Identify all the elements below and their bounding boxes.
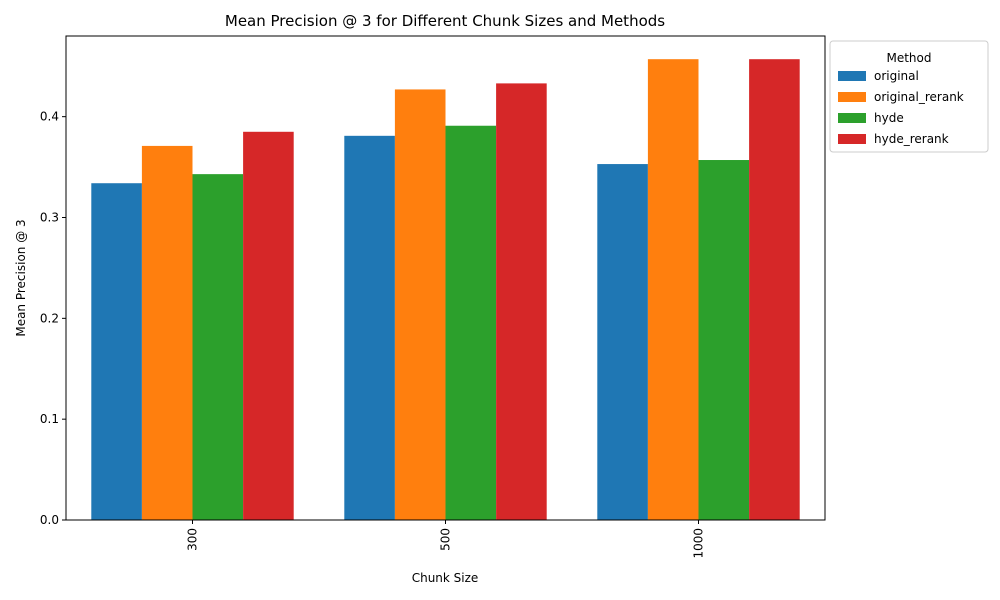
legend-swatch-original (838, 71, 866, 81)
bar-hyde-300 (192, 174, 244, 520)
x-tick-label: 500 (439, 528, 453, 551)
bar-hyde-1000 (698, 160, 750, 520)
bar-original_rerank-500 (394, 89, 446, 520)
x-axis-label: Chunk Size (412, 571, 479, 585)
bar-original-500 (344, 135, 395, 520)
y-tick-label: 0.1 (40, 412, 59, 426)
chart-title: Mean Precision @ 3 for Different Chunk S… (225, 12, 665, 30)
bar-original_rerank-1000 (647, 59, 699, 520)
y-axis: 0.0 0.1 0.2 0.3 0.4 (40, 110, 66, 527)
bar-original-1000 (597, 164, 648, 520)
bar-hyde-500 (445, 125, 497, 521)
bar-hyde_rerank-500 (496, 83, 547, 520)
bar-hyde_rerank-300 (243, 131, 294, 521)
bar-hyde_rerank-1000 (749, 59, 800, 520)
x-tick-label: 300 (186, 528, 200, 551)
legend-label-hyde: hyde (874, 111, 904, 125)
bars-group (91, 59, 800, 521)
y-tick-label: 0.0 (40, 513, 59, 527)
legend-label-hyde_rerank: hyde_rerank (874, 132, 949, 146)
legend-swatch-hyde_rerank (838, 134, 866, 144)
legend-swatch-original_rerank (838, 92, 866, 102)
legend-label-original_rerank: original_rerank (874, 90, 964, 104)
legend-title: Method (886, 51, 931, 65)
legend-label-original: original (874, 69, 919, 83)
bar-original_rerank-300 (141, 145, 193, 520)
x-axis: 300 500 1000 (186, 520, 706, 559)
bar-original-300 (91, 183, 142, 520)
y-tick-label: 0.2 (40, 311, 59, 325)
y-axis-label: Mean Precision @ 3 (14, 219, 28, 336)
x-tick-label: 1000 (692, 528, 706, 559)
y-tick-label: 0.3 (40, 211, 59, 225)
legend-box (829, 40, 989, 153)
legend-swatch-hyde (838, 113, 866, 123)
y-tick-label: 0.4 (40, 110, 59, 124)
